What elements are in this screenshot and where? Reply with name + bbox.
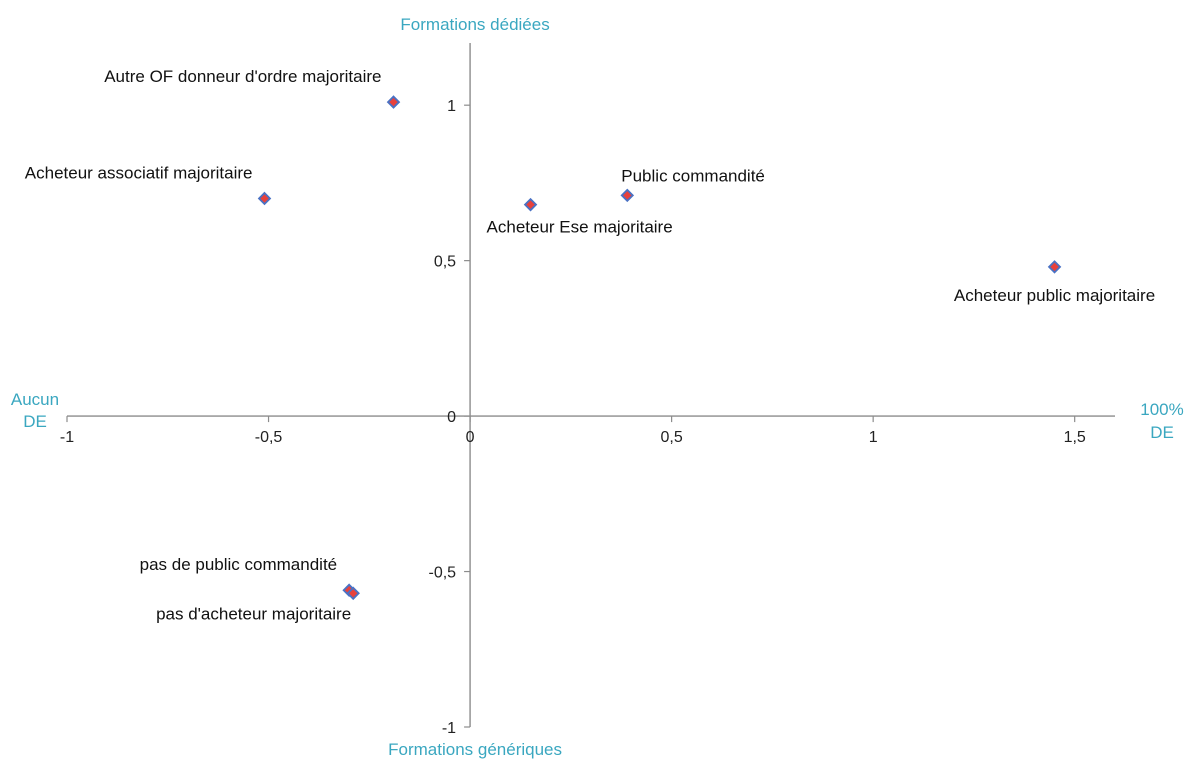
data-point-marker [386,95,401,109]
data-points: Autre OF donneur d'ordre majoritaire Ache… [25,67,1155,623]
axis-title-right-line2: DE [1150,423,1174,442]
y-tick-label: 0 [447,409,456,426]
x-tick-label: -1 [60,429,74,446]
axis-title-left-line2: DE [23,412,47,431]
data-point-label: pas d'acheteur majoritaire [156,604,351,623]
x-tick-label: 0 [466,429,475,446]
axis-title-top: Formations dédiées [400,15,549,34]
x-tick-label: 1 [869,429,878,446]
y-tick-label: 0,5 [434,254,456,271]
data-point-marker [346,586,360,601]
data-point-label: Acheteur Ese majoritaire [487,218,673,237]
data-point-label: Acheteur public majoritaire [954,286,1155,305]
axis-title-right-line1: 100% [1140,400,1183,419]
data-point-marker [257,191,272,206]
x-tick-label: 1,5 [1064,429,1086,446]
data-point-label: Acheteur associatif majoritaire [25,163,253,182]
data-point-label: Public commandité [621,166,765,185]
y-tick-label: 1 [447,98,456,115]
y-tick-label: -0,5 [428,565,456,582]
x-tick-label: -0,5 [255,429,283,446]
y-ticks: -1 -0,5 0 0,5 1 [428,98,471,737]
data-point-marker [620,188,635,203]
x-tick-label: 0,5 [660,429,682,446]
axis-title-left-line1: Aucun [11,390,59,409]
data-point-marker [1047,260,1062,274]
data-point-label: Autre OF donneur d'ordre majoritaire [104,67,381,86]
data-point-marker [523,197,538,212]
y-tick-label: -1 [442,720,456,737]
data-point-label: pas de public commandité [140,555,338,574]
x-ticks: -1 -0,5 0 0,5 1 1,5 [60,416,1086,446]
axis-title-bottom: Formations génériques [388,740,562,759]
